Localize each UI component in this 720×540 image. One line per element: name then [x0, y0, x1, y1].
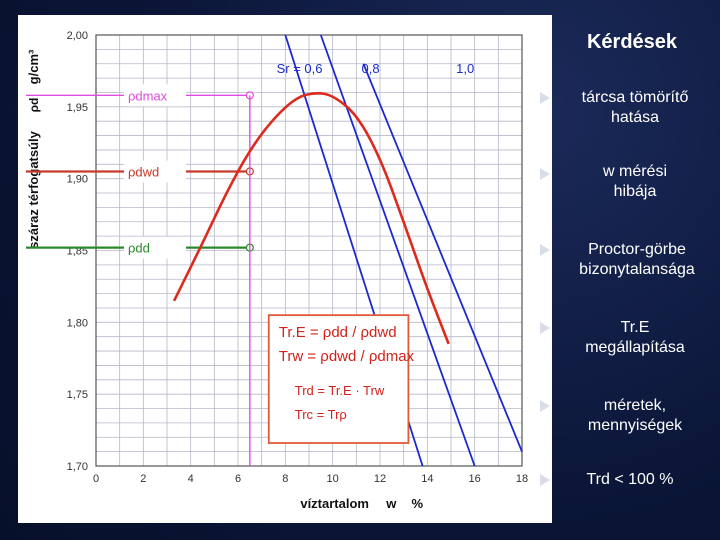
- saturation-line: [362, 63, 523, 452]
- bullet-icon: [540, 322, 550, 334]
- x-axis-label: víztartalom: [300, 496, 369, 511]
- compaction-chart: 0 2 4 6 8 10 12 14 16 181,701,751,801,851,901,952…: [26, 30, 528, 511]
- plot-frame: [95, 34, 523, 467]
- bullet-icon: [540, 92, 550, 104]
- formula-box: [267, 314, 410, 444]
- proctor-curve: [172, 92, 450, 345]
- reference-label: ρdwd: [128, 164, 159, 179]
- y-tick-label: 1,75: [67, 389, 88, 401]
- y-tick-label: 1,80: [67, 317, 88, 329]
- x-tick-label: 0: [93, 473, 99, 485]
- formula-line: Trw = ρdwd / ρdmax: [279, 348, 415, 365]
- x-tick-label: 18: [516, 473, 528, 485]
- question-item: Tr.E megállapítása: [585, 319, 685, 356]
- saturation-label: Sr = 0,6: [277, 61, 323, 76]
- x-axis-unit: %: [412, 496, 424, 511]
- reference-label-bg: [124, 160, 186, 183]
- chart-panel: 0 2 4 6 8 10 12 14 16 18 1,70 1,75 1,80 1,85 1,90 1,95 2…: [18, 15, 552, 523]
- y-tick-label: 1,70: [67, 461, 88, 473]
- reference-label: ρdmax: [128, 88, 168, 103]
- y-axis-label: száraz térfogatsúly: [26, 130, 41, 249]
- y-tick-label: 1,90: [67, 174, 88, 186]
- y-axis-unit: g/cm³: [26, 49, 41, 84]
- questions-title: Kérdések: [586, 31, 678, 53]
- x-tick-label: 4: [188, 473, 194, 485]
- bullet-icon: [540, 474, 550, 486]
- x-tick-label: 16: [469, 473, 481, 485]
- y-tick-label: 1,95: [67, 102, 88, 114]
- question-item: Proctor-görbe bizonytalansága: [579, 241, 695, 278]
- question-item: w mérési hibája: [602, 163, 667, 200]
- formula-line: Tr.E = ρdd / ρdwd: [279, 324, 397, 341]
- saturation-label: 1,0: [456, 61, 474, 76]
- reference-label: ρdd: [128, 241, 150, 256]
- x-tick-label: 8: [282, 473, 288, 485]
- question-item: tárcsa tömörítő hatása: [581, 89, 689, 126]
- question-item: Trd < 100 %: [586, 471, 674, 488]
- formula-line: Trc = Trρ: [295, 407, 347, 422]
- bullet-icon: [540, 244, 550, 256]
- saturation-label: 0,8: [361, 61, 379, 76]
- reference-label-bg: [124, 236, 186, 259]
- reference-label-bg: [124, 84, 186, 107]
- x-tick-label: 2: [140, 473, 146, 485]
- bullet-icon: [540, 400, 550, 412]
- y-axis-symbol: ρd: [27, 98, 41, 113]
- x-axis-symbol: w: [385, 496, 397, 511]
- x-tick-label: 12: [374, 473, 386, 485]
- x-tick-label: 6: [235, 473, 241, 485]
- x-tick-label: 10: [327, 473, 339, 485]
- question-item: méretek, mennyiségek: [587, 397, 683, 434]
- x-tick-label: 14: [421, 473, 433, 485]
- y-tick-label: 2,00: [67, 30, 88, 42]
- bullet-icon: [540, 168, 550, 180]
- formula-line: Trd = Tr.E · Trw: [295, 383, 385, 398]
